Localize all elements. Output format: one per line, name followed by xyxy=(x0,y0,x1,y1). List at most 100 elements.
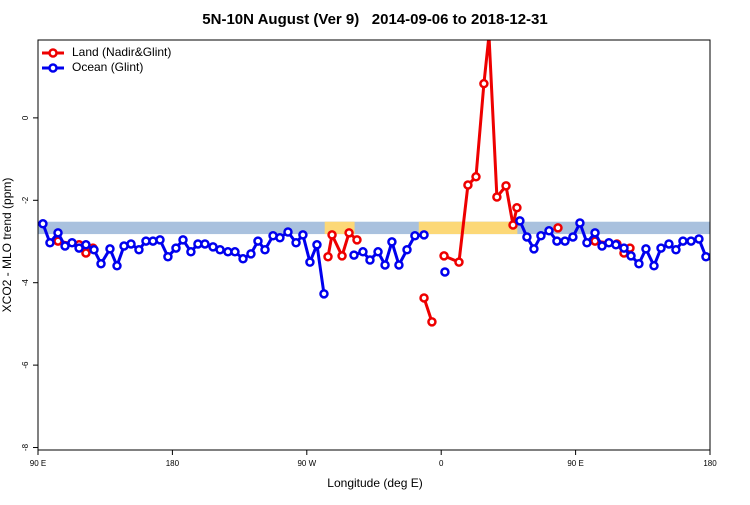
data-point xyxy=(394,260,404,270)
data-point xyxy=(365,255,375,265)
data-point xyxy=(283,227,293,237)
data-point xyxy=(60,241,70,251)
data-point xyxy=(380,260,390,270)
data-point xyxy=(373,247,383,257)
data-point xyxy=(81,248,91,258)
data-point xyxy=(96,258,106,269)
data-point xyxy=(200,239,210,249)
data-point xyxy=(327,230,337,240)
y-tick-label: -8 xyxy=(21,443,30,451)
data-point xyxy=(53,228,63,238)
data-point xyxy=(349,250,359,260)
data-point xyxy=(529,244,539,254)
data-point xyxy=(694,234,704,244)
x-tick-label: 180 xyxy=(166,459,180,468)
data-point xyxy=(38,219,48,229)
data-point xyxy=(260,244,270,255)
data-point xyxy=(298,230,308,240)
data-point xyxy=(501,181,511,191)
data-point xyxy=(134,244,144,255)
data-point xyxy=(163,251,173,262)
y-axis-label: XCO2 - MLO trend (ppm) xyxy=(0,178,14,313)
data-point xyxy=(656,243,666,253)
data-point xyxy=(419,230,429,240)
reference-band xyxy=(38,221,710,235)
x-tick-label: 90 E xyxy=(30,459,46,468)
data-point xyxy=(410,230,420,241)
series-line xyxy=(57,40,631,323)
data-point xyxy=(575,218,585,228)
data-point xyxy=(544,226,554,236)
data-point xyxy=(492,192,502,202)
data-point xyxy=(487,40,491,41)
plot-area xyxy=(38,40,710,327)
data-point xyxy=(238,254,248,264)
data-point xyxy=(253,236,263,246)
data-point xyxy=(387,237,397,247)
x-tick-label: 90 E xyxy=(567,459,583,468)
data-point xyxy=(454,257,464,267)
data-point xyxy=(678,236,688,246)
data-point xyxy=(508,220,518,230)
data-point xyxy=(568,232,578,242)
legend-marker xyxy=(48,48,58,58)
data-point xyxy=(686,236,696,246)
data-point xyxy=(112,261,122,271)
data-point xyxy=(419,293,429,303)
data-point xyxy=(312,240,322,250)
data-point xyxy=(105,244,115,254)
y-tick-label: -4 xyxy=(21,279,30,287)
data-point xyxy=(427,317,437,327)
data-point xyxy=(230,247,240,257)
x-tick-label: 0 xyxy=(439,459,444,468)
data-point xyxy=(45,237,55,248)
data-point xyxy=(171,243,181,253)
data-point xyxy=(515,216,525,226)
legend-marker xyxy=(48,63,58,73)
data-point xyxy=(291,237,301,248)
x-tick-label: 180 xyxy=(703,459,717,468)
data-point xyxy=(319,289,329,299)
data-point xyxy=(155,235,165,245)
data-point xyxy=(552,236,562,246)
highlight-region xyxy=(418,221,518,235)
y-tick-label: -6 xyxy=(21,361,30,369)
data-point xyxy=(323,251,333,262)
data-point xyxy=(664,239,674,249)
data-point xyxy=(701,251,710,262)
chart-title: 5N-10N August (Ver 9) 2014-09-06 to 2018… xyxy=(202,11,547,28)
plot-frame xyxy=(37,39,711,451)
data-point xyxy=(582,237,592,248)
x-tick-label: 90 W xyxy=(297,459,316,468)
legend-label: Ocean (Glint) xyxy=(72,60,143,74)
data-point xyxy=(81,240,91,250)
data-point xyxy=(305,257,315,267)
data-point xyxy=(536,230,546,241)
data-point xyxy=(641,244,651,254)
data-point xyxy=(439,251,449,261)
data-point xyxy=(89,244,99,255)
data-point xyxy=(344,228,354,238)
data-point xyxy=(186,247,196,257)
data-point xyxy=(626,251,636,261)
data-point xyxy=(463,180,473,190)
data-point xyxy=(178,235,188,245)
data-point xyxy=(337,251,347,261)
data-point xyxy=(634,258,644,269)
data-point xyxy=(471,172,481,182)
axes: 90 E 180 90 W 0 90 E 180 -8 -6 -4 -2 0 Land (Nadir&… xyxy=(21,45,717,468)
data-point xyxy=(671,244,681,255)
data-point xyxy=(560,236,570,246)
y-tick-label: -2 xyxy=(21,196,30,204)
data-point xyxy=(126,239,136,249)
data-point xyxy=(522,232,532,242)
data-point xyxy=(553,223,563,233)
data-point xyxy=(402,244,412,255)
data-point xyxy=(275,233,285,243)
data-point xyxy=(619,243,629,253)
data-point xyxy=(246,249,256,259)
data-point xyxy=(512,202,522,213)
data-point xyxy=(440,267,450,277)
x-axis-label: Longitude (deg E) xyxy=(327,476,422,490)
